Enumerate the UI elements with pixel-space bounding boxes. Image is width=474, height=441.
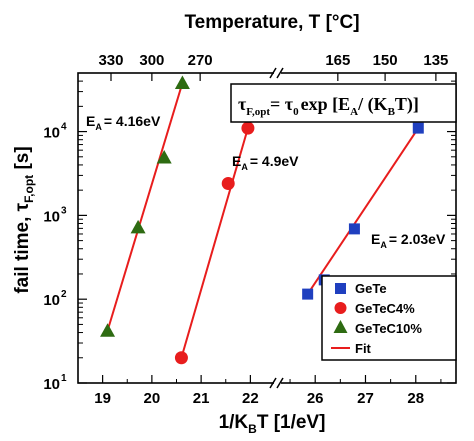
- point-gete-c4: [174, 351, 188, 365]
- break-gap: [274, 68, 281, 78]
- axis-break: [269, 67, 284, 389]
- fit-lines: [106, 82, 420, 359]
- y-tick-exponent: 1: [61, 373, 67, 384]
- legend-marker-gete-c4: [334, 302, 347, 314]
- formula-border: [230, 83, 457, 123]
- break-slash: [269, 67, 277, 79]
- y-tick-exponent: 2: [61, 289, 67, 300]
- y-tick-label: 10: [43, 376, 60, 393]
- legend: GeTe GeTeC4% GeTeC10% Fit: [321, 275, 457, 361]
- x-tick-label: 21: [193, 390, 210, 407]
- x2-axis-ticks: 330 300 270 165 150 135: [98, 52, 448, 81]
- point-gete: [412, 122, 424, 134]
- legend-label-gete-c10: GeTeC10%: [355, 321, 422, 336]
- legend-marker-gete: [335, 283, 346, 294]
- ea-annotation-gete: EA = 2.03eV: [371, 231, 446, 250]
- x2-tick-label: 150: [373, 52, 398, 69]
- y-tick-exponent: 3: [61, 205, 67, 216]
- break-slash: [269, 377, 277, 389]
- y-axis-title: fail time, τF,opt [s]: [12, 146, 36, 293]
- formula-box: τF,opt= τ0 exp [EA/ (KBT)]: [230, 83, 457, 123]
- legend-marker-gete-c10: [333, 320, 348, 333]
- point-gete-c10: [174, 75, 190, 89]
- x-axis-ticks: 19 20 21 22 26 27 28: [77, 375, 442, 407]
- point-gete-c4: [221, 177, 235, 191]
- ea-annotation-gete-c10: EA = 4.16eV: [86, 113, 161, 132]
- x2-axis-title: Temperature, T [°C]: [184, 12, 359, 33]
- legend-label-gete: GeTe: [355, 281, 387, 296]
- break-gap: [274, 378, 281, 388]
- fit-line: [180, 127, 249, 359]
- point-gete-c10: [130, 219, 146, 234]
- y-tick-label: 10: [43, 125, 60, 142]
- break-slash: [276, 67, 284, 79]
- x2-tick-label: 165: [325, 52, 350, 69]
- x-tick-label: 19: [94, 390, 111, 407]
- point-gete: [302, 288, 314, 300]
- y-tick-exponent: 4: [61, 122, 67, 133]
- x-tick-label: 26: [307, 390, 324, 407]
- break-slash: [276, 377, 284, 389]
- x-tick-label: 28: [407, 390, 424, 407]
- x-axis-title: 1/KBT [1/eV]: [219, 412, 326, 436]
- ea-annotation-gete-c4: EA = 4.9eV: [232, 153, 299, 172]
- point-gete-c10: [100, 323, 116, 337]
- point-gete: [348, 223, 360, 235]
- legend-label-fit: Fit: [355, 341, 372, 356]
- fit-line: [306, 127, 420, 295]
- y-tick-label: 10: [43, 292, 60, 309]
- x-tick-label: 20: [144, 390, 161, 407]
- x2-tick-label: 300: [139, 52, 164, 69]
- point-gete-c4: [241, 121, 255, 135]
- fit-line: [106, 82, 184, 332]
- x-tick-label: 22: [242, 390, 259, 407]
- y-tick-label: 10: [43, 208, 60, 225]
- formula-text: τF,opt= τ0 exp [EA/ (KBT)]: [238, 94, 419, 118]
- point-gete-c10: [156, 150, 172, 164]
- x2-tick-label: 135: [423, 52, 448, 69]
- legend-label-gete-c4: GeTeC4%: [355, 301, 415, 316]
- x-tick-label: 27: [357, 390, 374, 407]
- x2-tick-label: 330: [98, 52, 123, 69]
- x2-tick-label: 270: [188, 52, 213, 69]
